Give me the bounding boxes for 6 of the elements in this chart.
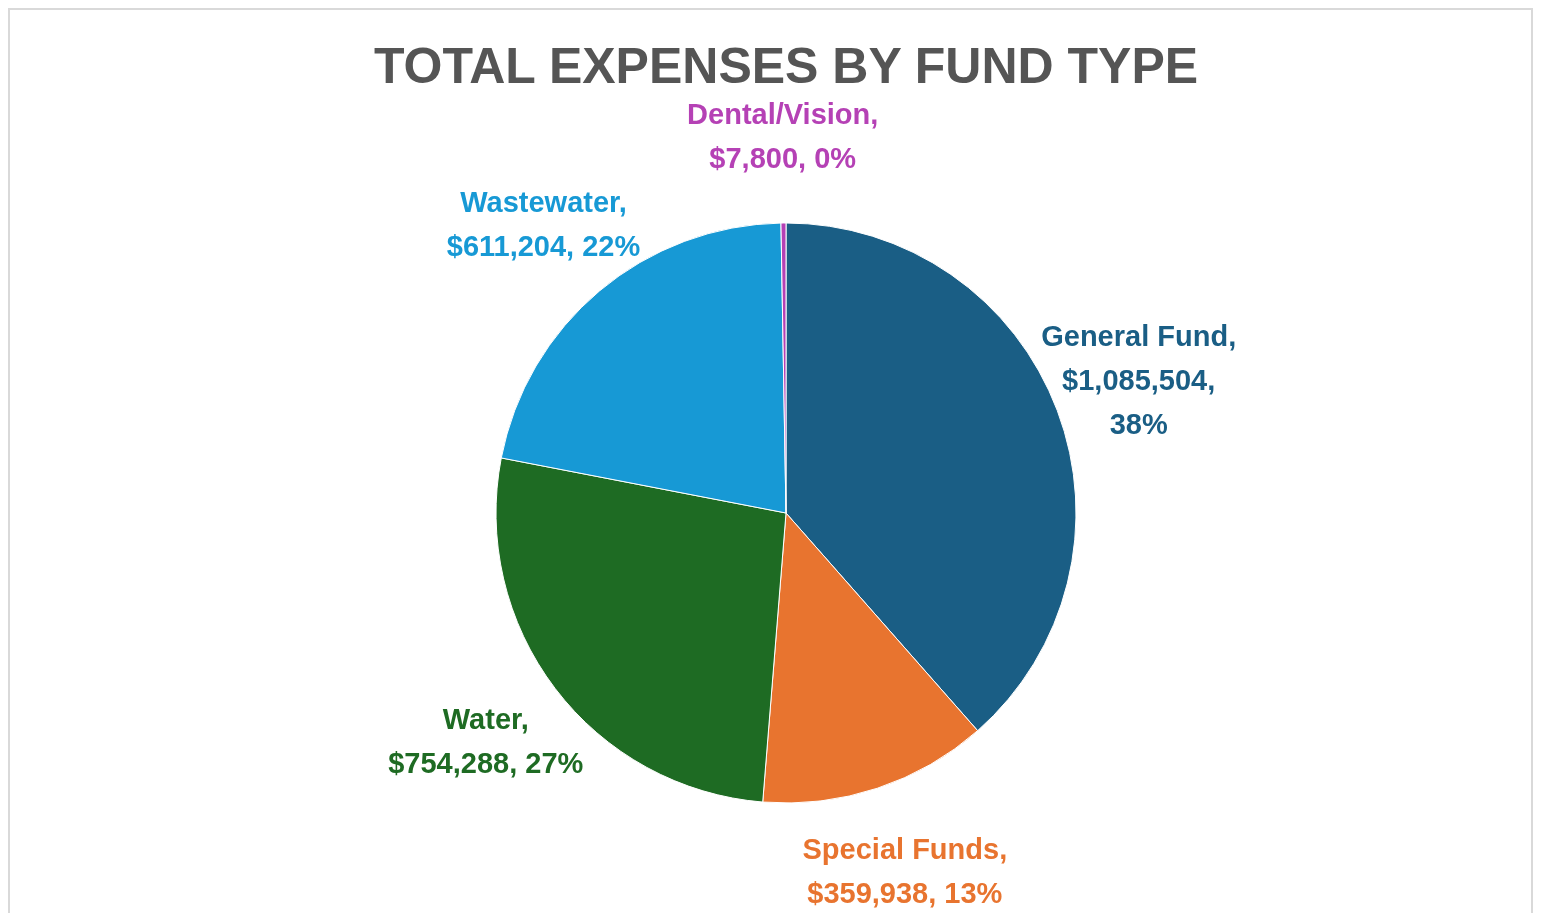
chart-title: TOTAL EXPENSES BY FUND TYPE: [373, 38, 1199, 94]
slice-label: Water: [442, 703, 521, 736]
slice-label: Wastewater: [460, 186, 619, 219]
slice-label: Dental/Vision: [687, 98, 871, 130]
slice-label: General Fund: [1041, 319, 1229, 352]
slice-label: Special Funds: [802, 832, 1000, 865]
